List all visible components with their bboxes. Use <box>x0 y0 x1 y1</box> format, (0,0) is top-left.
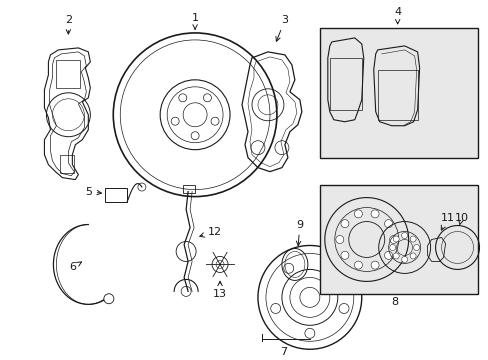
Text: 9: 9 <box>296 220 303 246</box>
Bar <box>105 188 127 202</box>
Text: 10: 10 <box>454 212 468 225</box>
Circle shape <box>384 220 392 228</box>
Text: 11: 11 <box>440 212 454 230</box>
Circle shape <box>179 94 186 102</box>
Bar <box>329 58 361 110</box>
Circle shape <box>203 94 211 102</box>
Text: 7: 7 <box>280 347 287 357</box>
Circle shape <box>389 244 395 251</box>
Bar <box>56 60 80 88</box>
Circle shape <box>171 117 179 125</box>
Circle shape <box>409 253 415 259</box>
Circle shape <box>384 251 392 259</box>
Circle shape <box>392 253 398 259</box>
Bar <box>377 70 417 120</box>
Circle shape <box>338 303 348 314</box>
Circle shape <box>354 210 362 218</box>
Bar <box>319 28 476 158</box>
Text: 2: 2 <box>65 15 72 34</box>
Circle shape <box>191 132 199 140</box>
Bar <box>183 185 195 193</box>
Circle shape <box>335 235 343 243</box>
Circle shape <box>340 220 348 228</box>
Circle shape <box>304 328 314 338</box>
Text: 13: 13 <box>213 281 226 300</box>
Circle shape <box>413 244 419 251</box>
Text: 8: 8 <box>390 297 397 307</box>
Circle shape <box>340 251 348 259</box>
Circle shape <box>409 236 415 242</box>
Bar <box>319 185 476 294</box>
Bar <box>60 155 74 173</box>
Text: 1: 1 <box>191 13 198 29</box>
Circle shape <box>370 210 378 218</box>
Text: 6: 6 <box>69 262 81 273</box>
Circle shape <box>370 261 378 269</box>
Circle shape <box>401 233 407 238</box>
Circle shape <box>211 117 219 125</box>
Circle shape <box>270 303 280 314</box>
Circle shape <box>283 263 293 273</box>
Circle shape <box>325 263 335 273</box>
Circle shape <box>401 256 407 262</box>
Circle shape <box>392 236 398 242</box>
Circle shape <box>354 261 362 269</box>
Circle shape <box>389 235 397 243</box>
Text: 4: 4 <box>393 7 401 24</box>
Text: 12: 12 <box>200 226 222 237</box>
Circle shape <box>103 294 114 304</box>
Text: 5: 5 <box>84 186 101 197</box>
Text: 3: 3 <box>275 15 288 41</box>
